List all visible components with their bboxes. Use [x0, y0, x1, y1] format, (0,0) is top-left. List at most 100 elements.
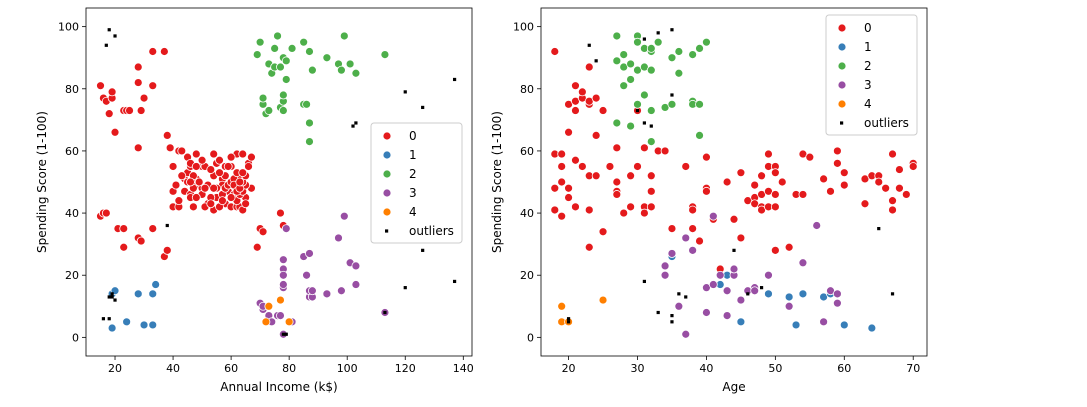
outlier-point: [670, 93, 674, 97]
cluster-2-point: [653, 37, 663, 47]
outlier-point: [566, 320, 571, 324]
legend-label: 0: [864, 21, 872, 35]
legend-label: 4: [409, 205, 417, 219]
cluster-3-point: [832, 289, 842, 299]
cluster-0-point: [832, 158, 842, 168]
cluster-3-point: [819, 317, 829, 327]
cluster-0-point: [639, 208, 649, 218]
outlier-point: [670, 28, 674, 32]
cluster-2-point: [674, 47, 684, 56]
cluster-0-point: [626, 171, 636, 181]
cluster-2-point: [305, 47, 314, 56]
cluster-0-point: [96, 81, 105, 91]
cluster-0-point: [888, 205, 897, 215]
y-tick-label: 40: [65, 207, 79, 220]
x-tick-label: 30: [631, 362, 645, 375]
cluster-0-point: [188, 202, 198, 212]
cluster-3-point: [784, 301, 794, 311]
outlier-point: [759, 286, 764, 290]
cluster-0-point: [557, 149, 567, 159]
cluster-2-point: [702, 37, 711, 47]
cluster-0-point: [839, 168, 849, 178]
y-tick-label: 20: [65, 269, 79, 282]
cluster-2-point: [273, 31, 282, 41]
cluster-0-point: [901, 190, 911, 199]
cluster-1-point: [784, 292, 794, 302]
outlier-point: [354, 121, 358, 125]
cluster-0-point: [688, 224, 698, 234]
cluster-0-point: [226, 152, 236, 162]
cluster-1-point: [798, 289, 808, 299]
cluster-2-point: [695, 43, 704, 53]
cluster-3-point: [681, 329, 691, 339]
x-tick-label: 60: [837, 362, 851, 375]
cluster-0-point: [206, 199, 216, 209]
outlier-point: [656, 310, 660, 315]
cluster-0-point: [186, 177, 195, 187]
outlier-point: [677, 292, 681, 296]
cluster-2-point: [339, 31, 349, 41]
cluster-0-point: [148, 81, 158, 91]
cluster-0-point: [564, 127, 573, 137]
cluster-0-point: [107, 87, 117, 97]
cluster-0-point: [206, 165, 216, 174]
cluster-0-point: [165, 143, 175, 153]
y-tick-label: 0: [527, 331, 534, 344]
cluster-0-point: [626, 202, 636, 212]
cluster-0-point: [557, 177, 567, 187]
cluster-2-point: [612, 56, 622, 66]
cluster-2-point: [626, 59, 636, 69]
cluster-0-point: [770, 168, 780, 178]
cluster-0-point: [119, 224, 129, 234]
cluster-2-point: [667, 53, 677, 63]
cluster-0-point: [162, 130, 172, 140]
cluster-3-point: [764, 270, 773, 280]
cluster-2-point: [646, 137, 656, 147]
cluster-0-point: [571, 81, 580, 91]
cluster-0-point: [770, 190, 780, 199]
cluster-0-point: [136, 106, 146, 115]
cluster-3-point: [832, 298, 842, 308]
cluster-2-point: [305, 137, 314, 147]
cluster-0-point: [784, 242, 794, 252]
outlier-point: [421, 105, 425, 110]
cluster-0-point: [729, 214, 739, 224]
x-tick-label: 100: [337, 362, 358, 375]
cluster-0-point: [174, 196, 184, 206]
outlier-point: [107, 317, 111, 321]
cluster-0-point: [564, 193, 573, 202]
legend-label: 3: [864, 78, 872, 92]
cluster-0-point: [681, 162, 691, 171]
cluster-0-point: [215, 168, 224, 178]
outlier-point: [890, 292, 895, 296]
cluster-2-point: [646, 106, 656, 115]
legend-label: outliers: [409, 224, 454, 238]
cluster-2-point: [322, 53, 332, 63]
x-tick-label: 40: [166, 362, 180, 375]
cluster-0-point: [215, 155, 224, 165]
cluster-0-point: [577, 87, 587, 97]
outlier-point: [656, 31, 660, 35]
x-axis-label: Age: [722, 380, 745, 394]
cluster-0-point: [646, 171, 656, 181]
cluster-0-point: [171, 180, 181, 190]
cluster-2-point: [626, 75, 636, 84]
y-tick-label: 80: [65, 83, 79, 96]
outlier-point: [649, 124, 653, 128]
outlier-point: [566, 317, 571, 321]
cluster-1-point: [139, 320, 149, 330]
cluster-0-point: [571, 202, 580, 212]
outlier-point: [642, 37, 646, 41]
legend-marker: [837, 23, 847, 33]
outlier-point: [107, 295, 111, 299]
cluster-3-point: [708, 280, 718, 289]
outlier-point: [107, 28, 111, 32]
cluster-0-point: [736, 168, 746, 178]
cluster-1-point: [764, 289, 773, 299]
cluster-0-point: [839, 180, 849, 190]
cluster-0-point: [702, 186, 711, 196]
cluster-0-point: [177, 171, 187, 181]
cluster-3-point: [729, 264, 739, 274]
